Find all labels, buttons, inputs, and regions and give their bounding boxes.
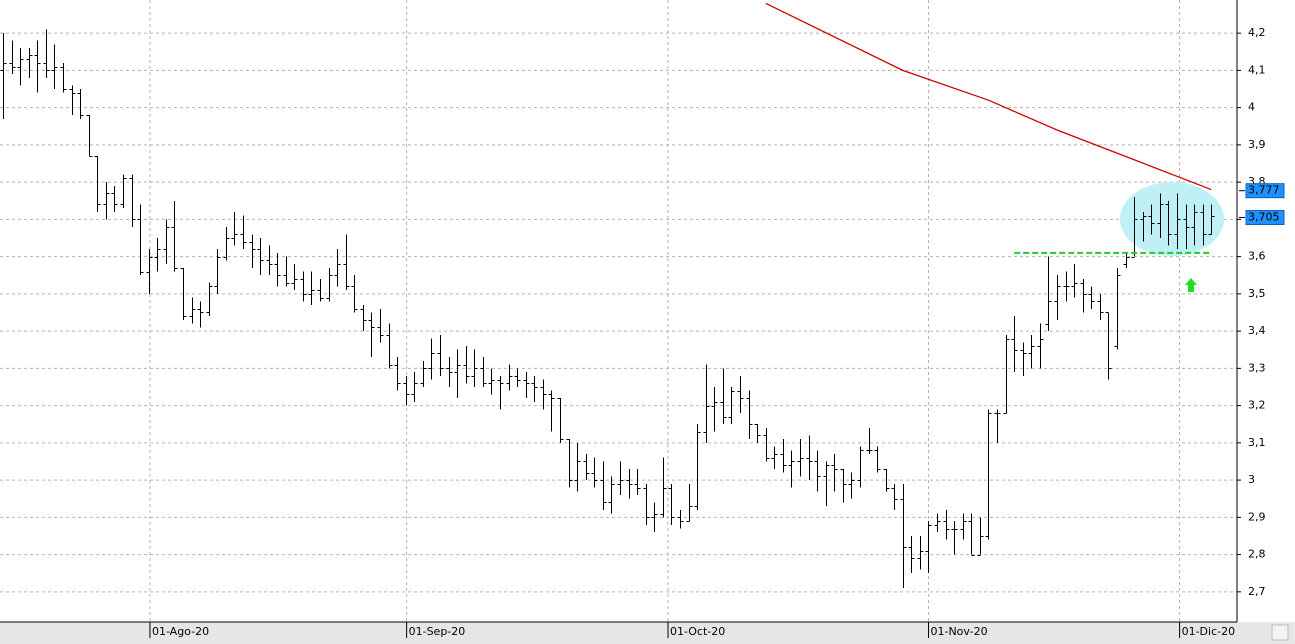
y-tick-label: 3,9 [1248,138,1266,151]
grid [0,0,1237,622]
y-tick-label: 2,8 [1248,548,1266,561]
x-tick-label: 01-Sep-20 [409,625,466,638]
bars [0,29,1215,589]
y-tick-label: 3,1 [1248,436,1266,449]
price-label: 3,777 [1248,184,1280,197]
y-tick-label: 4,1 [1248,63,1266,76]
overlay [765,2,1212,254]
price-box [1245,183,1285,199]
y-tick-label: 3 [1248,473,1255,486]
y-tick-label: 3,3 [1248,361,1266,374]
y-tick-label: 3,6 [1248,250,1266,263]
x-axis-band [0,622,1295,644]
moving-average-line [765,2,1212,191]
y-tick-label: 4,2 [1248,26,1266,39]
y-tick-label: 2,9 [1248,510,1266,523]
x-tick-label: 01-Ago-20 [152,625,209,638]
y-tick-label: 2,7 [1248,585,1266,598]
y-tick-label: 3,5 [1248,287,1266,300]
y-tick-label: 4 [1248,101,1255,114]
axis-labels: 4,24,143,93,83,73,63,53,43,33,23,132,92,… [149,26,1285,638]
x-tick-label: 01-Oct-20 [670,625,725,638]
x-tick-label: 01-Nov-20 [930,625,987,638]
price-box [1245,210,1285,226]
x-tick-label: 01-Dic-20 [1182,625,1236,638]
highlight-ellipse [1120,182,1224,256]
up-arrow [1185,278,1197,292]
y-tick-label: 3,4 [1248,324,1266,337]
price-label: 3,705 [1248,211,1280,224]
y-tick-label: 3,2 [1248,399,1266,412]
corner-icon[interactable] [1271,624,1289,641]
